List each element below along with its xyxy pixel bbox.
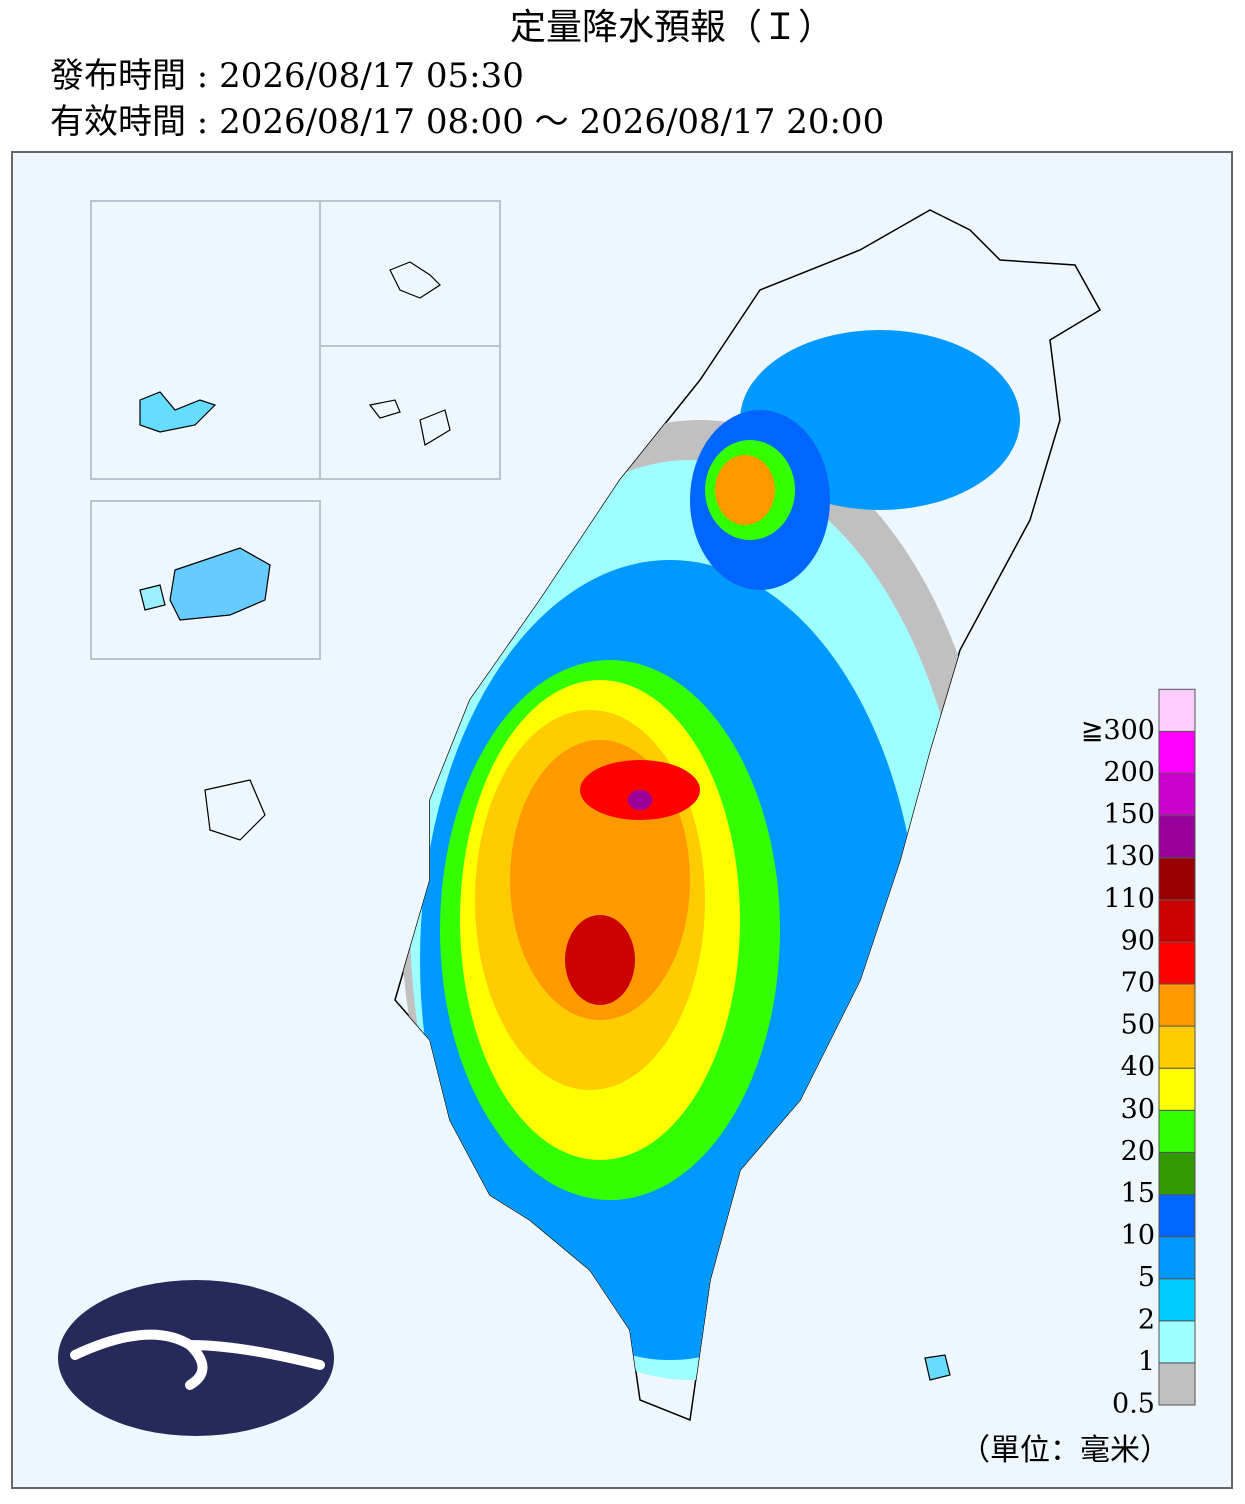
issued-time: 發布時間 : 2026/08/17 05:30: [50, 56, 524, 96]
legend-swatch: [1158, 899, 1196, 943]
legend-label: 2: [1138, 1304, 1155, 1335]
legend-swatch: [1158, 983, 1196, 1027]
legend-label: 15: [1121, 1178, 1155, 1209]
legend-swatch: [1158, 1320, 1196, 1364]
legend-label: 90: [1121, 925, 1155, 956]
legend-label: 30: [1121, 1094, 1155, 1125]
legend-swatch: [1158, 1236, 1196, 1280]
legend-swatch: [1158, 1151, 1196, 1196]
legend-label: ≧300: [1081, 715, 1155, 746]
legend-swatch: [1158, 1362, 1196, 1406]
legend-swatch: [1158, 1025, 1196, 1069]
legend-swatch: [1158, 857, 1196, 901]
legend-label: 200: [1103, 757, 1155, 788]
legend: 0.5 1 2 5 10 15 20 30 40 50 70 90 110 130 150 200 ≧300: [1081, 688, 1196, 1420]
logo: [58, 1280, 334, 1436]
legend-label: 5: [1138, 1262, 1155, 1293]
legend-swatch: [1158, 1194, 1196, 1238]
title: 定量降水預報（Ｉ）: [510, 7, 834, 48]
islands: [139, 261, 951, 1381]
legend-swatch: [1158, 730, 1196, 775]
legend-label: 10: [1121, 1220, 1155, 1251]
legend-label: 150: [1103, 799, 1155, 830]
inset-boxes: [90, 200, 501, 660]
rain-areas: [400, 330, 1020, 1380]
legend-label: 50: [1121, 1010, 1155, 1041]
legend-swatch: [1158, 773, 1196, 817]
legend-swatch: [1158, 815, 1196, 859]
legend-label: 20: [1121, 1136, 1155, 1167]
legend-label: 1: [1138, 1346, 1155, 1377]
legend-label: 0.5: [1112, 1389, 1155, 1420]
legend-label: 70: [1121, 968, 1155, 999]
legend-label: 130: [1103, 841, 1155, 872]
valid-time: 有效時間 : 2026/08/17 08:00 ～ 2026/08/17 20:…: [50, 102, 884, 142]
legend-swatch: [1158, 1278, 1196, 1322]
legend-swatch: [1158, 688, 1196, 732]
legend-swatch: [1158, 1067, 1196, 1111]
legend-swatch: [1158, 1109, 1196, 1153]
legend-label: 40: [1121, 1052, 1155, 1083]
legend-label: 110: [1103, 883, 1155, 914]
legend-swatch: [1158, 941, 1196, 985]
unit-label: （單位：毫米）: [960, 1433, 1170, 1468]
